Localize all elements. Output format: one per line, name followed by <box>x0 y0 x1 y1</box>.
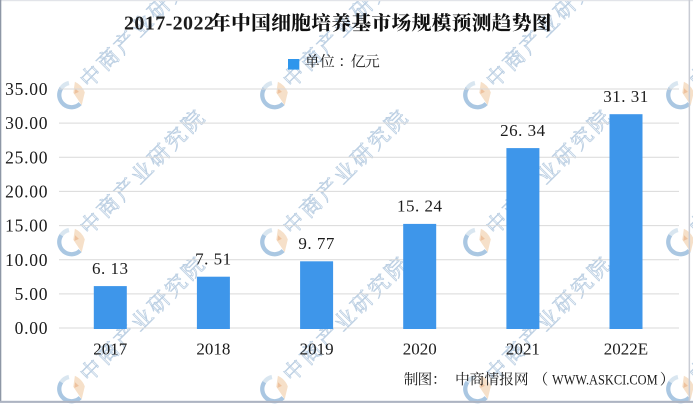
svg-text:2020: 2020 <box>403 340 437 359</box>
svg-text:26. 34: 26. 34 <box>500 121 546 140</box>
svg-text:20.00: 20.00 <box>5 182 48 202</box>
svg-text:35.00: 35.00 <box>5 79 48 99</box>
svg-text:10.00: 10.00 <box>5 250 48 270</box>
svg-text:0.00: 0.00 <box>15 318 49 338</box>
svg-text:2022E: 2022E <box>604 340 648 359</box>
svg-text:30.00: 30.00 <box>5 113 48 133</box>
svg-text:2017: 2017 <box>93 340 128 359</box>
svg-text:31. 31: 31. 31 <box>603 87 649 106</box>
svg-text:9. 77: 9. 77 <box>298 234 335 253</box>
svg-text:2017-2022: 2017-2022 <box>124 13 214 35</box>
svg-text:15. 24: 15. 24 <box>397 197 443 216</box>
svg-text:7. 51: 7. 51 <box>195 249 232 268</box>
svg-text:6. 13: 6. 13 <box>92 259 129 278</box>
svg-text:2019: 2019 <box>300 340 334 359</box>
svg-text:WWW.ASKCI.COM: WWW.ASKCI.COM <box>552 372 658 388</box>
svg-text:2018: 2018 <box>196 340 230 359</box>
svg-text:25.00: 25.00 <box>5 147 48 167</box>
svg-text:2021: 2021 <box>506 340 540 359</box>
svg-text:5.00: 5.00 <box>15 284 49 304</box>
svg-text:15.00: 15.00 <box>5 216 48 236</box>
